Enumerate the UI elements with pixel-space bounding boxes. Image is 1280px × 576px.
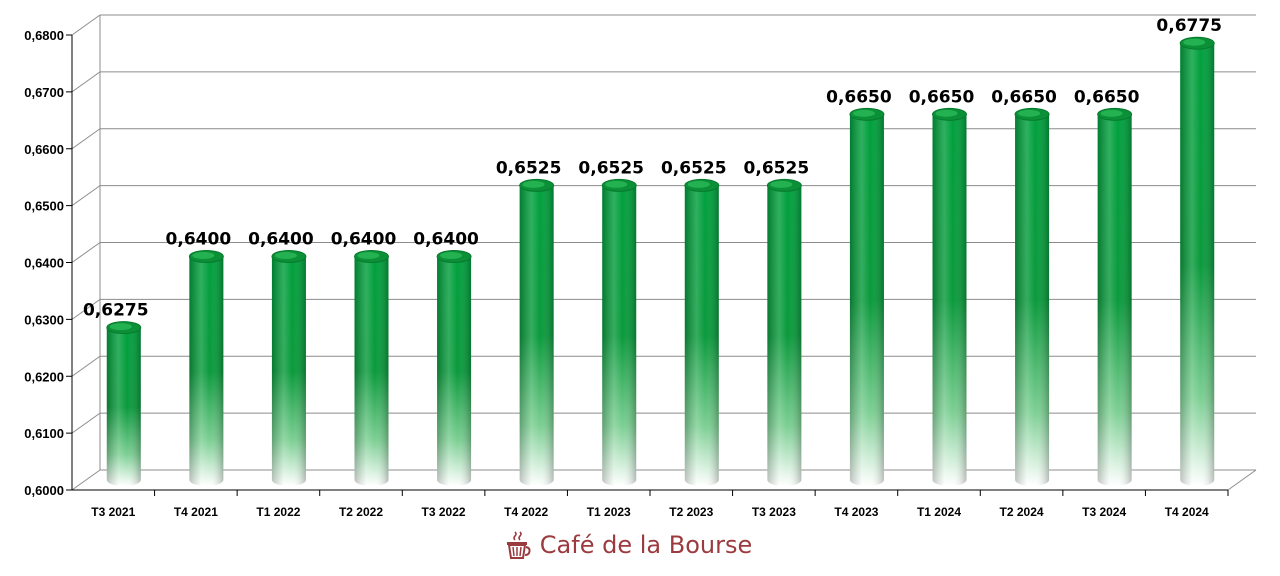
bar-top-highlight (770, 180, 793, 188)
bar-top-highlight (1183, 38, 1206, 46)
x-tick-label: T2 2022 (339, 505, 383, 519)
x-tick-label: T3 2021 (91, 505, 135, 519)
x-tick-label: T1 2023 (587, 505, 631, 519)
x-tick-label: T3 2024 (1082, 505, 1126, 519)
gridline-depth (71, 14, 101, 36)
data-label: 0,6275 (83, 301, 149, 321)
x-tick-label: T4 2023 (834, 505, 878, 519)
x-tick-label: T4 2021 (174, 505, 218, 519)
bar-top-highlight (605, 180, 628, 188)
coffee-cup-icon (506, 531, 531, 559)
gridline-depth (71, 71, 101, 93)
data-label: 0,6525 (661, 158, 727, 178)
data-label: 0,6650 (1074, 87, 1140, 107)
y-tick-label: 0,6100 (24, 426, 64, 441)
gridline-depth (71, 298, 101, 320)
gridline-depth (71, 355, 101, 377)
bar-shading (849, 114, 884, 486)
bar-shading (1180, 43, 1215, 486)
y-tick-label: 0,6000 (24, 483, 64, 498)
bar-top-highlight (935, 109, 958, 117)
y-axis: 0,6000 0,6100 0,6200 0,6300 0,6400 0,6500 0,66… (24, 28, 73, 498)
bar: 0,6400 (331, 230, 397, 486)
x-tick-label: T2 2024 (1000, 505, 1044, 519)
y-tick-label: 0,6600 (24, 142, 64, 157)
data-label: 0,6650 (909, 87, 975, 107)
y-tick-label: 0,6700 (24, 85, 64, 100)
bar-shading (602, 185, 637, 486)
bar: 0,6400 (413, 230, 479, 486)
x-axis: T3 2021 T4 2021 T1 2022 T2 2022 T3 2022 T4 20… (72, 469, 1257, 519)
watermark-text: Café de la Bourse (539, 531, 753, 559)
bar: 0,6525 (578, 158, 644, 486)
data-label: 0,6650 (826, 87, 892, 107)
gridline-depth (71, 469, 101, 491)
bar: 0,6275 (83, 301, 149, 487)
bar-shading (684, 185, 719, 486)
bar-shading (1097, 114, 1132, 486)
y-tick-label: 0,6200 (24, 369, 64, 384)
x-tick-label: T4 2024 (1165, 505, 1209, 519)
data-label: 0,6650 (991, 87, 1057, 107)
x-tick-label: T4 2022 (504, 505, 548, 519)
bar-shading (437, 256, 472, 486)
x-tick-label: T3 2022 (422, 505, 466, 519)
data-label: 0,6400 (248, 230, 314, 250)
bar: 0,6525 (496, 158, 562, 486)
x-tick-label: T1 2024 (917, 505, 961, 519)
watermark: Café de la Bourse (0, 530, 1256, 560)
data-label: 0,6525 (496, 158, 562, 178)
gridline-depth (71, 185, 101, 207)
bar: 0,6400 (166, 230, 232, 486)
y-tick-label: 0,6800 (24, 28, 64, 43)
bar: 0,6525 (744, 158, 810, 486)
bar-top-highlight (1018, 109, 1041, 117)
bar: 0,6650 (826, 87, 892, 486)
bar: 0,6650 (991, 87, 1057, 486)
data-label: 0,6525 (744, 158, 810, 178)
y-tick-label: 0,6500 (24, 199, 64, 214)
bar: 0,6650 (1074, 87, 1140, 486)
y-tick-label: 0,6400 (24, 256, 64, 271)
bar-shading (106, 327, 141, 487)
y-tick-label: 0,6300 (24, 312, 64, 327)
data-label: 0,6400 (166, 230, 232, 250)
bar-shading (767, 185, 802, 486)
bar-shading (519, 185, 554, 486)
gridline-depth (71, 128, 101, 150)
bar-top-highlight (440, 252, 463, 259)
bar-top-highlight (192, 252, 215, 259)
floor-edge (1227, 469, 1257, 491)
data-label: 0,6525 (578, 158, 644, 178)
data-label: 0,6400 (413, 230, 479, 250)
x-tick-label: T3 2023 (752, 505, 796, 519)
data-label: 0,6775 (1156, 16, 1222, 36)
bar-top-highlight (687, 180, 710, 188)
bar-shading (271, 256, 306, 486)
gridline-depth (71, 412, 101, 434)
gridline-depth (71, 242, 101, 263)
bar-shading (354, 256, 389, 486)
x-tick-label: T2 2023 (669, 505, 713, 519)
bar: 0,6525 (661, 158, 727, 486)
bar-top-highlight (357, 252, 380, 259)
bar-shading (189, 256, 224, 486)
bar: 0,6775 (1156, 16, 1222, 486)
bars: 0,6275 0,6400 0,6400 0,6400 0,6400 0,6525 0,65… (83, 16, 1222, 487)
gridlines (71, 14, 1256, 491)
bar-top-highlight (522, 180, 545, 188)
bar-shading (1015, 114, 1050, 486)
bar-chart: 0,6000 0,6100 0,6200 0,6300 0,6400 0,6500 0,66… (24, 14, 1257, 519)
bar-top-highlight (274, 252, 297, 259)
bar-top-highlight (852, 109, 875, 117)
bar-top-highlight (109, 323, 132, 331)
bar-shading (932, 114, 967, 486)
bar: 0,6400 (248, 230, 314, 486)
x-tick-label: T1 2022 (256, 505, 300, 519)
data-label: 0,6400 (331, 230, 397, 250)
bar-top-highlight (1100, 109, 1123, 117)
bar: 0,6650 (909, 87, 975, 486)
